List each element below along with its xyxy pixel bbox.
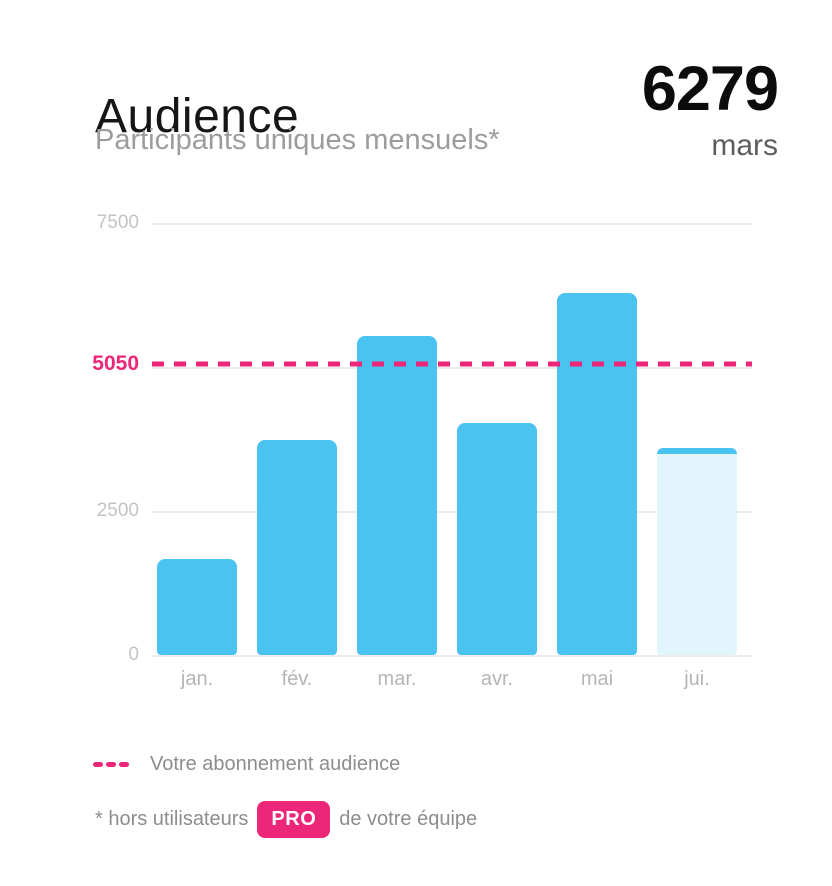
- gridline: [151, 655, 753, 657]
- pro-badge[interactable]: PRO: [257, 801, 331, 838]
- x-axis: jan. fév. mar. avr. mai jui.: [147, 668, 747, 694]
- bar-column: [647, 223, 747, 655]
- gridline: [151, 366, 753, 369]
- x-tick-label: fév.: [281, 668, 313, 690]
- subscription-limit-line: [152, 361, 752, 367]
- page-title: Audience: [95, 90, 300, 144]
- footnote-suffix: de votre équipe: [339, 808, 478, 830]
- bar-column: [247, 223, 347, 655]
- bar-column: [347, 223, 447, 655]
- bar-column: [147, 223, 247, 655]
- x-tick-label: jan.: [180, 668, 214, 690]
- y-axis: 7500 2500 0 5050: [0, 212, 139, 665]
- x-tick-label: avr.: [480, 668, 514, 690]
- page-subtitle: Participants uniques mensuels*: [95, 124, 500, 156]
- y-tick-label: 0: [128, 644, 139, 665]
- bar-fév[interactable]: [257, 439, 337, 655]
- footnote-prefix: * hors utilisateurs: [95, 808, 249, 830]
- highlight-value: 6279: [641, 54, 779, 124]
- y-tick-label: 7500: [96, 212, 139, 233]
- gridline: [151, 223, 753, 225]
- gridline: [151, 510, 753, 513]
- dashed-line-swatch: [93, 761, 132, 767]
- bar-avr[interactable]: [457, 423, 537, 655]
- x-tick-label: jui.: [684, 668, 710, 690]
- x-tick-label: mar.: [377, 668, 417, 690]
- legend-label: Votre abonnement audience: [150, 752, 401, 775]
- x-tick-label: mai: [580, 668, 614, 690]
- subscription-legend: Votre abonnement audience: [93, 751, 400, 777]
- bar-jan[interactable]: [157, 559, 237, 655]
- footnote: * hors utilisateurs PRO de votre équipe: [95, 801, 477, 838]
- bar-chart: [147, 223, 753, 657]
- bar-column: [447, 223, 547, 655]
- subscription-limit-label: 5050: [92, 352, 139, 376]
- y-tick-label: 2500: [96, 499, 139, 521]
- highlight-month: mars: [711, 129, 778, 162]
- highlight-stat: 6279 mars: [641, 54, 779, 162]
- bar-top-cap: [657, 448, 737, 455]
- bar-jui[interactable]: [657, 448, 737, 655]
- bar-column: [547, 223, 647, 655]
- bar-mar[interactable]: [357, 335, 437, 655]
- bar-mai[interactable]: [557, 293, 637, 655]
